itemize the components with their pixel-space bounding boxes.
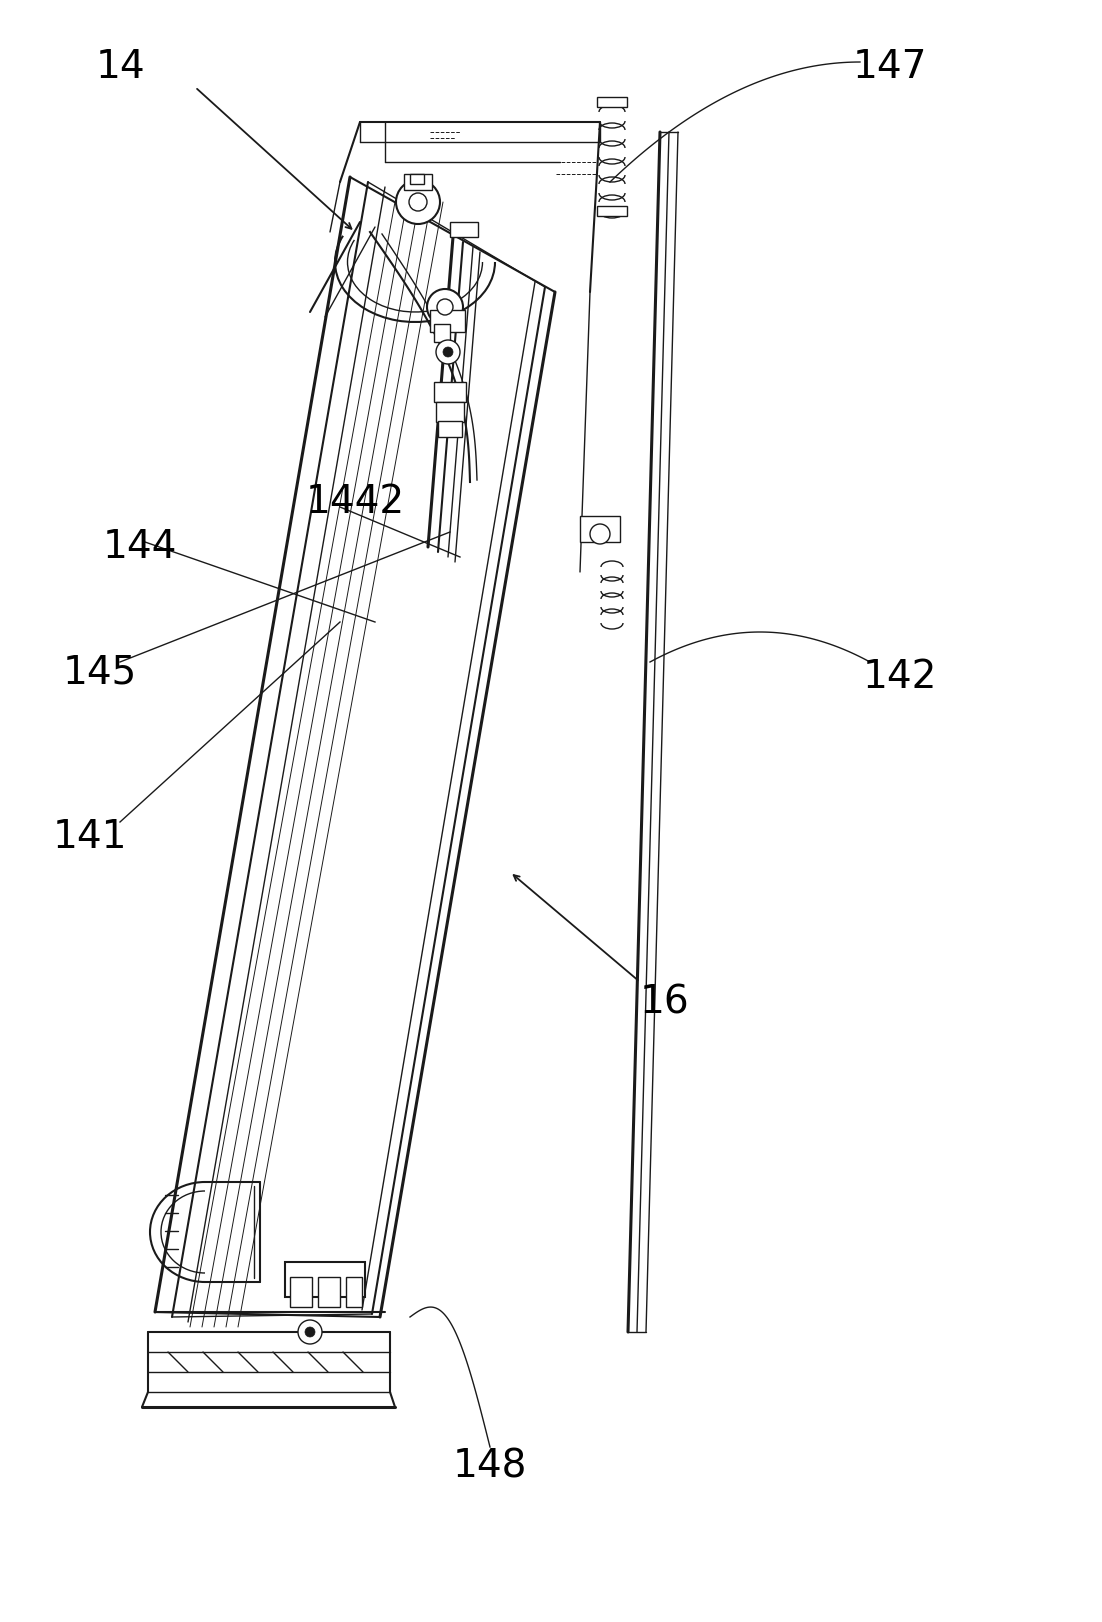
Circle shape <box>305 1327 315 1337</box>
Bar <box>597 206 627 216</box>
Circle shape <box>426 289 463 324</box>
Text: 148: 148 <box>453 1448 527 1486</box>
Bar <box>404 174 432 190</box>
Circle shape <box>443 347 453 357</box>
Bar <box>434 383 466 402</box>
Bar <box>285 1262 365 1298</box>
Text: 1442: 1442 <box>305 483 404 521</box>
Text: 141: 141 <box>53 817 127 856</box>
Circle shape <box>298 1320 322 1345</box>
Bar <box>437 422 462 436</box>
Bar <box>318 1277 341 1307</box>
Text: 16: 16 <box>640 983 690 1020</box>
Text: 142: 142 <box>863 659 937 696</box>
Circle shape <box>396 180 440 224</box>
Text: 144: 144 <box>102 529 177 566</box>
Bar <box>410 174 424 183</box>
Text: 145: 145 <box>63 654 137 691</box>
Bar <box>450 222 478 237</box>
Text: 14: 14 <box>95 49 144 86</box>
Bar <box>290 1277 312 1307</box>
Bar <box>434 324 450 342</box>
Text: 147: 147 <box>853 49 927 86</box>
Bar <box>580 516 620 542</box>
Bar <box>430 310 465 333</box>
Bar <box>346 1277 361 1307</box>
Circle shape <box>409 193 426 211</box>
Circle shape <box>590 524 611 543</box>
Bar <box>436 402 464 422</box>
Bar <box>597 97 627 107</box>
Circle shape <box>436 341 460 363</box>
Circle shape <box>437 298 453 315</box>
